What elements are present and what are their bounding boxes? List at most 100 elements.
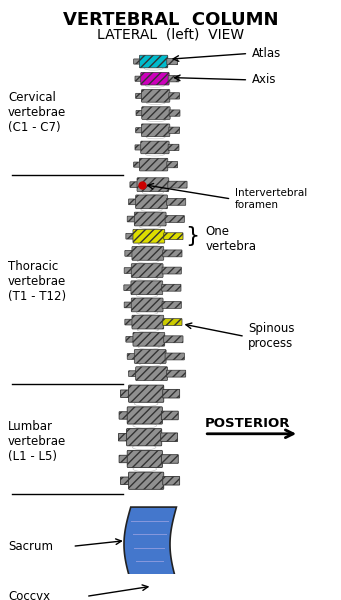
Ellipse shape: [146, 136, 165, 139]
FancyBboxPatch shape: [152, 576, 168, 596]
Ellipse shape: [146, 152, 164, 156]
FancyBboxPatch shape: [166, 199, 186, 205]
FancyBboxPatch shape: [124, 285, 132, 290]
FancyBboxPatch shape: [163, 319, 182, 326]
FancyBboxPatch shape: [120, 477, 130, 484]
Text: LATERAL  (left)  VIEW: LATERAL (left) VIEW: [97, 28, 244, 41]
Text: One
vertebra: One vertebra: [206, 225, 257, 253]
FancyBboxPatch shape: [131, 298, 163, 312]
Text: Lumbar
vertebrae
(L1 - L5): Lumbar vertebrae (L1 - L5): [8, 420, 66, 463]
FancyBboxPatch shape: [161, 455, 178, 463]
FancyBboxPatch shape: [162, 301, 181, 308]
FancyBboxPatch shape: [136, 110, 143, 116]
FancyBboxPatch shape: [131, 281, 163, 295]
Ellipse shape: [136, 293, 158, 298]
FancyBboxPatch shape: [161, 433, 178, 442]
FancyBboxPatch shape: [169, 127, 180, 133]
Text: Axis: Axis: [252, 73, 276, 86]
Ellipse shape: [139, 362, 161, 366]
FancyBboxPatch shape: [120, 390, 130, 397]
Text: POSTERIOR: POSTERIOR: [204, 417, 290, 430]
FancyBboxPatch shape: [119, 412, 128, 419]
FancyBboxPatch shape: [161, 411, 178, 420]
FancyBboxPatch shape: [135, 145, 142, 150]
FancyBboxPatch shape: [164, 233, 183, 239]
FancyBboxPatch shape: [136, 94, 143, 98]
FancyBboxPatch shape: [129, 385, 164, 402]
FancyBboxPatch shape: [141, 141, 169, 154]
FancyBboxPatch shape: [124, 302, 132, 308]
FancyBboxPatch shape: [142, 89, 170, 102]
Ellipse shape: [138, 345, 160, 349]
FancyBboxPatch shape: [139, 158, 168, 171]
FancyBboxPatch shape: [168, 76, 179, 82]
FancyBboxPatch shape: [134, 212, 166, 226]
FancyBboxPatch shape: [162, 267, 181, 274]
FancyBboxPatch shape: [127, 216, 135, 222]
FancyBboxPatch shape: [136, 195, 167, 209]
Ellipse shape: [142, 190, 164, 194]
FancyBboxPatch shape: [168, 181, 187, 188]
FancyBboxPatch shape: [136, 367, 167, 380]
FancyBboxPatch shape: [139, 55, 168, 68]
Ellipse shape: [137, 328, 159, 332]
FancyBboxPatch shape: [163, 476, 180, 485]
FancyBboxPatch shape: [118, 433, 128, 441]
Ellipse shape: [133, 423, 157, 428]
FancyBboxPatch shape: [137, 178, 169, 191]
FancyBboxPatch shape: [134, 59, 140, 64]
FancyBboxPatch shape: [129, 199, 137, 205]
Text: Cervical
vertebrae
(C1 - C7): Cervical vertebrae (C1 - C7): [8, 91, 66, 134]
FancyBboxPatch shape: [126, 233, 134, 239]
FancyBboxPatch shape: [142, 124, 170, 137]
FancyBboxPatch shape: [124, 268, 132, 274]
FancyBboxPatch shape: [169, 93, 180, 99]
FancyBboxPatch shape: [167, 58, 178, 65]
FancyBboxPatch shape: [130, 182, 138, 188]
Text: Sacrum: Sacrum: [8, 540, 53, 553]
FancyBboxPatch shape: [133, 229, 165, 243]
Text: Atlas: Atlas: [252, 47, 281, 60]
FancyBboxPatch shape: [141, 73, 169, 85]
FancyBboxPatch shape: [129, 371, 137, 377]
Ellipse shape: [144, 67, 163, 70]
Ellipse shape: [141, 208, 162, 212]
Ellipse shape: [137, 259, 159, 263]
FancyBboxPatch shape: [131, 263, 163, 277]
FancyBboxPatch shape: [162, 284, 181, 291]
Ellipse shape: [134, 401, 158, 406]
Ellipse shape: [146, 101, 165, 104]
FancyBboxPatch shape: [167, 161, 178, 168]
FancyBboxPatch shape: [132, 315, 164, 329]
Ellipse shape: [138, 242, 160, 246]
FancyBboxPatch shape: [165, 353, 184, 360]
Ellipse shape: [136, 311, 158, 314]
Ellipse shape: [139, 225, 161, 229]
FancyBboxPatch shape: [119, 455, 128, 463]
FancyBboxPatch shape: [127, 407, 162, 424]
FancyBboxPatch shape: [126, 337, 134, 342]
FancyBboxPatch shape: [127, 451, 162, 467]
Text: Intervertebral
foramen: Intervertebral foramen: [235, 188, 307, 210]
FancyBboxPatch shape: [165, 215, 184, 223]
FancyBboxPatch shape: [134, 350, 166, 364]
FancyBboxPatch shape: [135, 76, 142, 81]
FancyBboxPatch shape: [164, 336, 183, 343]
FancyBboxPatch shape: [134, 162, 140, 167]
FancyBboxPatch shape: [163, 389, 180, 398]
FancyBboxPatch shape: [132, 247, 164, 260]
FancyBboxPatch shape: [168, 144, 179, 151]
Text: VERTEBRAL  COLUMN: VERTEBRAL COLUMN: [63, 11, 278, 29]
Ellipse shape: [136, 276, 158, 280]
Text: }: }: [186, 226, 199, 246]
Ellipse shape: [132, 445, 156, 450]
FancyBboxPatch shape: [127, 353, 135, 359]
Text: Coccyx: Coccyx: [8, 590, 50, 600]
Ellipse shape: [133, 466, 157, 472]
Ellipse shape: [146, 84, 164, 87]
Text: Thoracic
vertebrae
(T1 - T12): Thoracic vertebrae (T1 - T12): [8, 260, 66, 303]
FancyBboxPatch shape: [125, 319, 133, 325]
FancyBboxPatch shape: [129, 472, 164, 490]
FancyBboxPatch shape: [166, 370, 186, 377]
FancyBboxPatch shape: [163, 250, 182, 257]
